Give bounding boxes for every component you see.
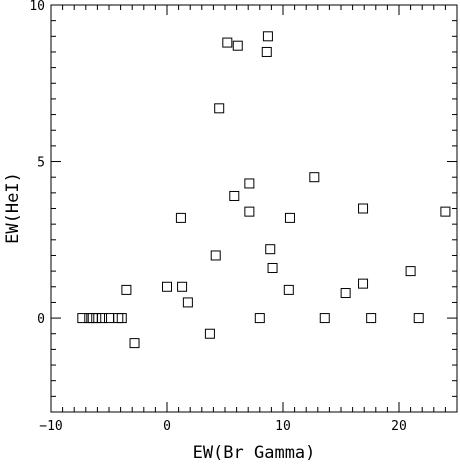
data-point (77, 313, 88, 324)
data-point (113, 313, 124, 324)
data-point (413, 313, 424, 324)
data-point (340, 288, 351, 299)
data-point (104, 313, 114, 324)
data-point (116, 313, 127, 324)
data-point (262, 31, 273, 42)
x-tick-label: 20 (391, 419, 407, 434)
data-point (175, 212, 186, 223)
data-point (405, 266, 416, 277)
data-points (77, 31, 451, 349)
tick-labels: −10 0 10 20 0 5 10 (29, 0, 406, 434)
data-point (309, 172, 320, 183)
data-point (84, 313, 95, 324)
x-axis-title: EW(Br Gamma) (193, 443, 316, 463)
axis-ticks (50, 4, 458, 413)
data-point (265, 244, 276, 255)
data-point (244, 178, 255, 189)
data-point (261, 46, 272, 57)
x-tick-label: 0 (163, 419, 171, 434)
data-point (283, 284, 294, 295)
data-point (244, 206, 255, 217)
data-point (177, 281, 188, 292)
data-point (129, 338, 140, 349)
y-tick-label: 5 (37, 156, 45, 171)
x-tick-label: 10 (275, 419, 291, 434)
data-point (229, 190, 240, 201)
data-point (204, 328, 215, 339)
data-point (267, 262, 278, 273)
data-point (254, 313, 265, 324)
data-point (182, 297, 193, 308)
data-point (97, 313, 108, 324)
x-tick-label: −10 (39, 419, 62, 434)
y-axis-title: EW(HeI) (3, 172, 23, 244)
data-point (214, 103, 225, 114)
data-point (87, 313, 98, 324)
data-point (210, 250, 221, 261)
data-point (162, 281, 172, 292)
y-tick-label: 0 (37, 312, 45, 327)
y-tick-label: 10 (29, 0, 45, 14)
data-point (284, 212, 295, 223)
data-point (358, 278, 369, 289)
data-point (366, 313, 377, 324)
data-point (222, 37, 233, 48)
data-point (319, 313, 330, 324)
data-point (440, 206, 451, 217)
data-point (91, 313, 102, 324)
data-point (358, 203, 369, 214)
data-point (232, 40, 243, 51)
data-point (121, 284, 132, 295)
